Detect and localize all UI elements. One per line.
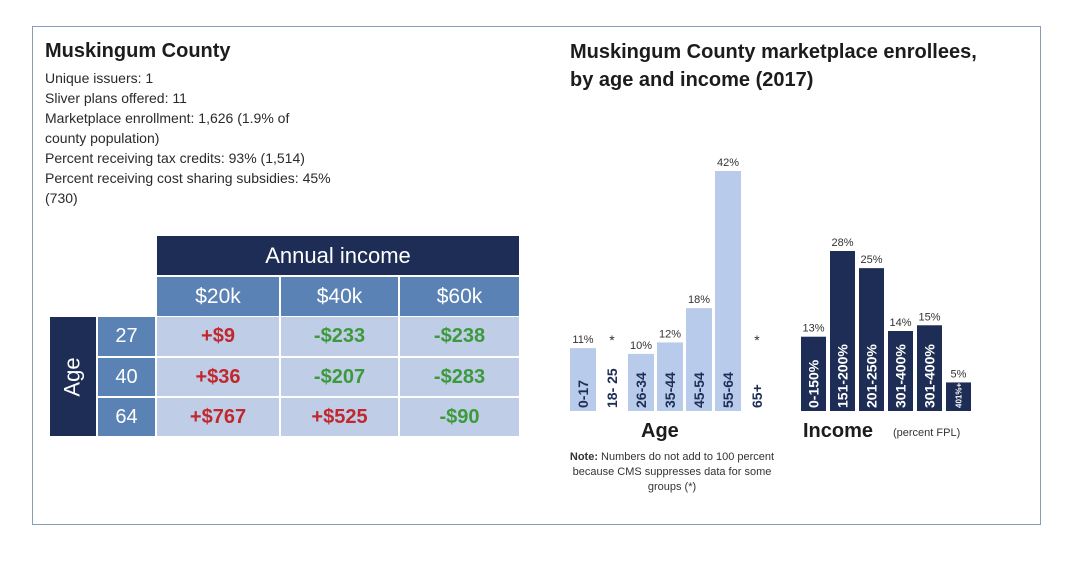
column-header-60k: $60k — [400, 277, 519, 316]
chart-axis-subtitle: (percent FPL) — [893, 427, 960, 439]
fact-line: Sliver plans offered: 11 — [45, 90, 187, 106]
cell-40-40k: -$207 — [281, 358, 398, 396]
age-40: 40 — [98, 358, 155, 396]
chart-axis-title: Income — [803, 420, 873, 442]
fact-line: Percent receiving cost sharing subsidies… — [45, 170, 331, 186]
bar-income-5 — [946, 382, 971, 411]
fact-line: Percent receiving tax credits: 93% (1,51… — [45, 150, 305, 166]
tick-label: 301-400% — [892, 344, 908, 408]
chart-note: Note: Numbers do not add to 100 percent … — [569, 451, 775, 493]
tick-label: 0-17 — [575, 380, 591, 408]
column-header-20k: $20k — [157, 277, 279, 316]
fact-line: Unique issuers: 1 — [45, 70, 154, 86]
bar-income-0 — [801, 336, 826, 411]
suppressed-marker: * — [754, 332, 760, 348]
tick-label: 45-54 — [691, 372, 707, 408]
suppressed-marker: * — [609, 332, 615, 348]
age-27: 27 — [98, 317, 155, 356]
bar-age-2 — [628, 353, 654, 411]
data-label: 13% — [802, 323, 824, 335]
bar-age-4 — [686, 308, 712, 411]
column-header-40k: $40k — [281, 277, 398, 316]
cell-27-20k: +$9 — [157, 317, 279, 356]
annual-income-header: Annual income — [157, 236, 519, 275]
cell-27-40k: -$233 — [281, 317, 398, 356]
bar-income-1 — [830, 251, 855, 411]
data-label: 15% — [918, 311, 940, 323]
bar-age-3 — [657, 342, 683, 411]
fact-line: county population) — [45, 130, 160, 146]
data-label: 42% — [717, 157, 739, 169]
bar-income-2 — [859, 268, 884, 411]
cell-40-60k: -$283 — [400, 358, 519, 396]
bar-age-0 — [570, 348, 596, 411]
bar-income-3 — [888, 331, 913, 411]
tick-label: 151-200% — [834, 344, 850, 408]
data-label: 10% — [630, 340, 652, 352]
fact-line: (730) — [45, 190, 78, 206]
cell-64-20k: +$767 — [157, 398, 279, 436]
cell-27-60k: -$238 — [400, 317, 519, 356]
cell-40-20k: +$36 — [157, 358, 279, 396]
data-label: 25% — [860, 254, 882, 266]
cell-64-60k: -$90 — [400, 398, 519, 436]
tick-label: 35-44 — [662, 372, 678, 408]
infographic-frame — [32, 26, 1041, 525]
tick-label: 26-34 — [633, 372, 649, 408]
tick-label: 65+ — [749, 384, 765, 408]
bar-age-5 — [715, 171, 741, 411]
bar-income-4 — [917, 325, 942, 411]
cell-64-40k: +$525 — [281, 398, 398, 436]
data-label: 11% — [572, 334, 593, 346]
tick-label: 301-400% — [921, 344, 937, 408]
data-label: 12% — [659, 328, 681, 340]
age-row-label: Age — [50, 317, 96, 436]
age-64: 64 — [98, 398, 155, 436]
tick-label: 18- 25 — [604, 368, 620, 408]
data-label: 28% — [831, 237, 853, 249]
fact-line: Marketplace enrollment: 1,626 (1.9% of — [45, 110, 290, 126]
tick-label: 0-150% — [805, 359, 821, 408]
data-label: 14% — [889, 317, 911, 329]
tick-label: 201-250% — [863, 344, 879, 408]
tick-label: 401%+ — [954, 383, 963, 408]
county-facts: Unique issuers: 1 Sliver plans offered: … — [45, 68, 435, 208]
county-title: Muskingum County — [45, 40, 231, 62]
chart-title: Muskingum County marketplace enrollees, … — [570, 41, 977, 91]
data-label: 18% — [688, 294, 710, 306]
tick-label: 55-64 — [720, 372, 736, 408]
data-label: 5% — [951, 368, 967, 380]
chart-axis-title: Age — [641, 420, 679, 442]
